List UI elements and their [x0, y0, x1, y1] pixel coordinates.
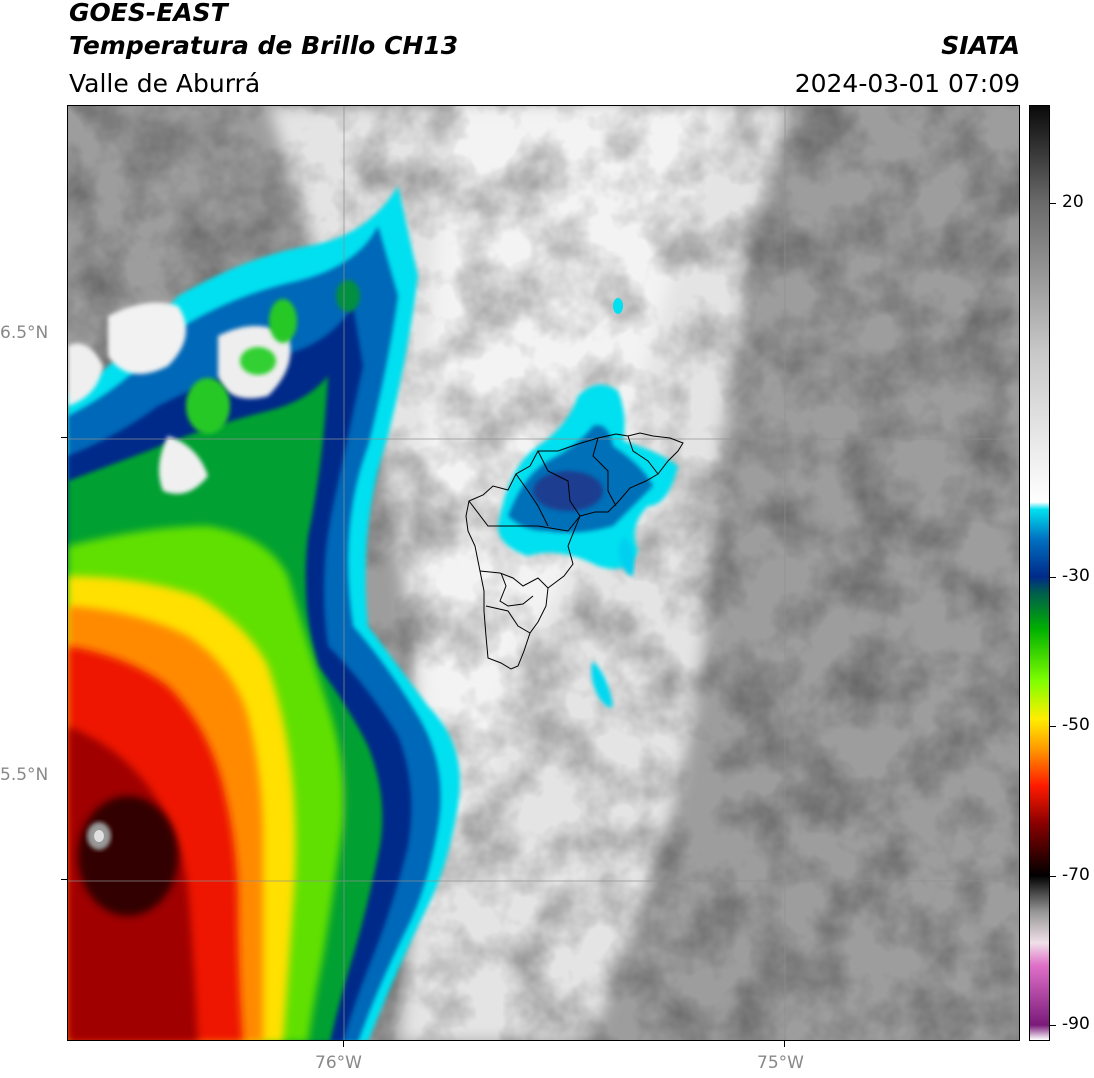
colorbar-tick: [1050, 726, 1056, 728]
colorbar-tick-label: -30: [1062, 565, 1090, 586]
clear-gap-1: [108, 302, 186, 374]
colorbar-tick-label: 20: [1062, 192, 1084, 213]
colorbar-tick-label: -50: [1062, 715, 1090, 736]
colorbar-tick: [1050, 875, 1056, 877]
cold-core: [78, 796, 178, 916]
green-cell-3: [240, 347, 276, 375]
datetime-label: 2024-03-01 07:09: [794, 69, 1020, 98]
lat-label-6-5n: 6.5°N: [0, 323, 49, 343]
lat-tick-5-5n: [61, 879, 67, 880]
colorbar-tick: [1050, 1025, 1056, 1027]
clear-gap-3: [68, 343, 103, 406]
boundary-medellin: [479, 570, 549, 589]
colorbar-svg: [1030, 106, 1049, 1040]
convective-system: [68, 186, 460, 1040]
aburra-navy: [533, 471, 603, 511]
region-label: Valle de Aburrá: [69, 69, 261, 98]
green-cell-1: [186, 378, 230, 434]
agency-label: SIATA: [941, 31, 1020, 60]
boundary-d: [627, 435, 659, 475]
boundary-bello: [468, 500, 581, 532]
colorbar-gradient: [1030, 106, 1049, 1040]
green-cell-4: [336, 280, 360, 312]
product-title: Temperatura de Brillo CH13: [69, 31, 459, 60]
satellite-title: GOES-EAST: [69, 0, 228, 27]
lon-label-76w: 76°W: [315, 1053, 362, 1073]
aburra-cell: [498, 298, 678, 708]
lon-label-75w: 75°W: [757, 1053, 804, 1073]
valley-outline: [465, 432, 684, 670]
colorbar: [1029, 105, 1050, 1041]
boundary-f: [485, 605, 531, 634]
boundary-c: [592, 437, 617, 507]
colorbar-tick-label: -70: [1062, 864, 1090, 885]
aburra-tail: [618, 536, 635, 576]
brightness-temperature-map: [67, 105, 1020, 1041]
small-cyan-cell: [613, 298, 623, 314]
lat-label-5-5n: 5.5°N: [0, 765, 49, 785]
lon-tick-76w: [343, 1041, 344, 1047]
lon-tick-75w: [784, 1041, 785, 1047]
gridlines: [68, 106, 1019, 1040]
colorbar-tick-label: -90: [1062, 1014, 1090, 1035]
green-cell-2: [269, 299, 297, 343]
coldest-spot-center: [94, 830, 104, 842]
aburra-streak: [591, 661, 613, 708]
boundary-a: [515, 473, 549, 527]
clear-gap-4: [159, 436, 208, 494]
colorbar-tick: [1050, 203, 1056, 205]
map-svg: [68, 106, 1019, 1040]
boundary-e: [499, 572, 534, 607]
municipal-boundaries: [465, 432, 684, 670]
lat-tick-6-5n: [61, 437, 67, 438]
boundary-b: [537, 450, 581, 517]
colorbar-tick: [1050, 576, 1056, 578]
